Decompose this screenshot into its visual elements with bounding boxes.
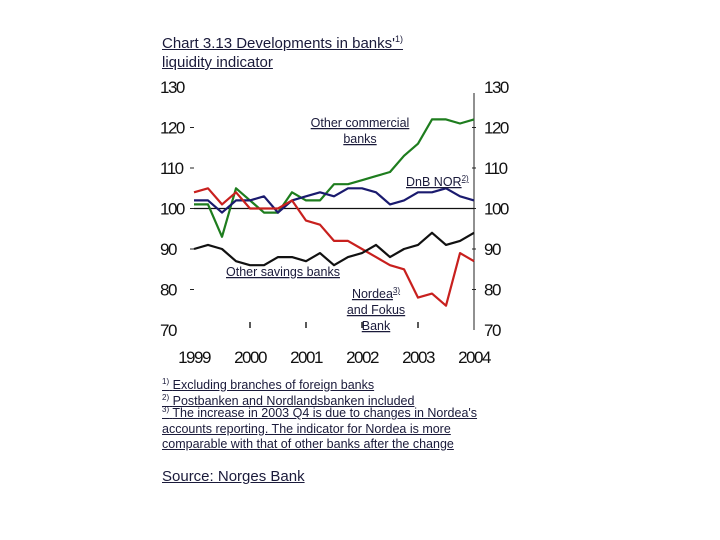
y-tick-label-right: 80 xyxy=(484,281,501,300)
source-note: Source: Norges Bank xyxy=(162,468,305,485)
y-tick-label-left: 70 xyxy=(160,321,177,340)
y-tick-label-left: 120 xyxy=(160,119,185,138)
x-tick-label: 1999 xyxy=(178,348,211,367)
y-tick-label-left: 100 xyxy=(160,200,185,219)
footnote-1: 1) Excluding branches of foreign banks xyxy=(162,377,375,393)
y-tick-label-left: 90 xyxy=(160,240,177,259)
series-annotation-4: and Fokus xyxy=(347,303,405,317)
series-annotation-3: Other savings banks xyxy=(226,265,340,279)
chart-title-line2: liquidity indicator xyxy=(162,54,273,71)
x-tick-label: 2002 xyxy=(346,348,379,367)
y-tick-label-right: 130 xyxy=(484,78,509,97)
y-tick-label-left: 110 xyxy=(160,159,184,178)
line-chart: 70 70 80 80 90 90 100 100 110 110 120 120 130 130 1999… xyxy=(160,78,510,367)
y-tick-label-right: 120 xyxy=(484,119,509,138)
y-tick-label-left: 130 xyxy=(160,78,185,97)
chart-title-line1: Chart 3.13 Developments in banks' xyxy=(162,35,395,52)
series-line-1 xyxy=(194,118,475,238)
series-line-2 xyxy=(194,187,475,214)
x-tick-label: 2000 xyxy=(234,348,267,367)
y-tick-label-right: 100 xyxy=(484,200,509,219)
series-annotation-2: DnB NOR2) xyxy=(406,174,469,189)
y-tick-label-right: 90 xyxy=(484,240,501,259)
chart-title: Chart 3.13 Developments in banks'1) liqu… xyxy=(162,30,492,72)
series-annotation-1: Other commercial xyxy=(311,116,410,130)
chart-title-sup: 1) xyxy=(395,34,404,44)
series-annotation-1: banks xyxy=(343,132,376,146)
y-tick-label-right: 110 xyxy=(484,159,508,178)
series-annotation-4: Bank xyxy=(362,319,391,333)
x-tick-label: 2001 xyxy=(290,348,323,367)
footnote-2: 2) Postbanken and Nordlandsbanken includ… xyxy=(162,393,415,409)
series-annotation-4: Nordea3) xyxy=(352,286,400,301)
footnote-3: 3) The increase in 2003 Q4 is due to cha… xyxy=(162,405,478,452)
y-tick-label-left: 80 xyxy=(160,281,177,300)
x-tick-label: 2003 xyxy=(402,348,435,367)
series-line-4 xyxy=(193,231,475,267)
x-tick-label: 2004 xyxy=(458,348,491,367)
series-line-3 xyxy=(193,187,475,307)
y-tick-label-right: 70 xyxy=(484,321,501,340)
